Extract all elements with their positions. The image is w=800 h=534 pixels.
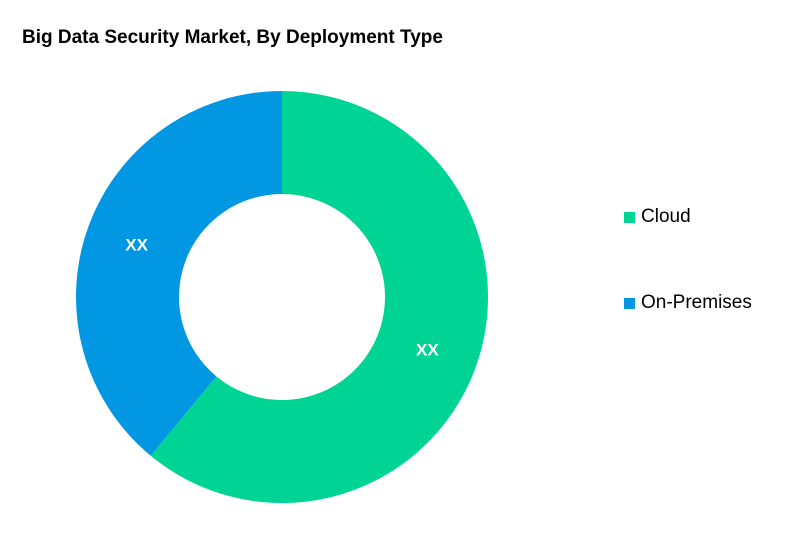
data-label-cloud: XX <box>416 340 439 359</box>
donut-slices <box>75 91 488 503</box>
chart-title: Big Data Security Market, By Deployment … <box>22 27 443 48</box>
legend-swatch <box>624 211 635 223</box>
data-label-on-premises: XX <box>125 236 148 255</box>
legend-label: Cloud <box>641 206 691 227</box>
legend-item-on-premises: On-Premises <box>624 289 752 317</box>
donut-slice-on-premises <box>75 91 282 456</box>
legend-swatch <box>624 297 635 309</box>
chart-legend: Cloud On-Premises <box>624 203 752 375</box>
donut-slice-cloud <box>150 91 488 503</box>
legend-label: On-Premises <box>641 292 752 313</box>
legend-item-cloud: Cloud <box>624 203 752 231</box>
donut-data-labels: XX XX <box>125 236 439 360</box>
